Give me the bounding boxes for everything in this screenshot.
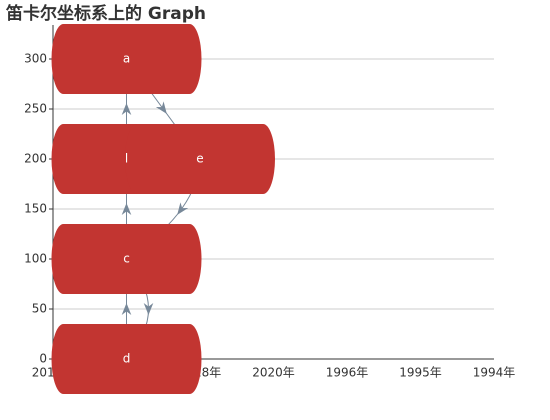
y-tick-label: 200: [24, 152, 47, 166]
edge-arrow: [121, 203, 132, 215]
edge-arrow: [155, 101, 167, 114]
y-tick-label: 0: [39, 352, 47, 366]
y-tick-label: 250: [24, 102, 47, 116]
y-tick-label: 50: [32, 302, 47, 316]
node-label: d: [123, 352, 131, 366]
node: [125, 124, 275, 194]
node: [51, 24, 202, 94]
x-tick-label: 1994年: [473, 366, 516, 380]
y-tick-label: 300: [24, 52, 47, 66]
x-tick-label: 1995年: [399, 366, 442, 380]
edge-arrow: [121, 303, 132, 315]
edge-arrow: [177, 202, 189, 215]
node-label: c: [123, 252, 130, 266]
node-label: a: [123, 52, 130, 66]
y-tick-label: 100: [24, 252, 47, 266]
node-label: e: [196, 152, 203, 166]
node: [51, 324, 202, 394]
edge-arrow: [143, 303, 154, 315]
y-tick-label: 150: [24, 202, 47, 216]
edge-arrow: [121, 103, 132, 115]
x-tick-label: 2020年: [252, 366, 295, 380]
chart-title: 笛卡尔坐标系上的 Graph: [5, 3, 206, 24]
node: [51, 224, 202, 294]
node-label: l: [125, 152, 128, 166]
x-tick-label: 1996年: [326, 366, 369, 380]
